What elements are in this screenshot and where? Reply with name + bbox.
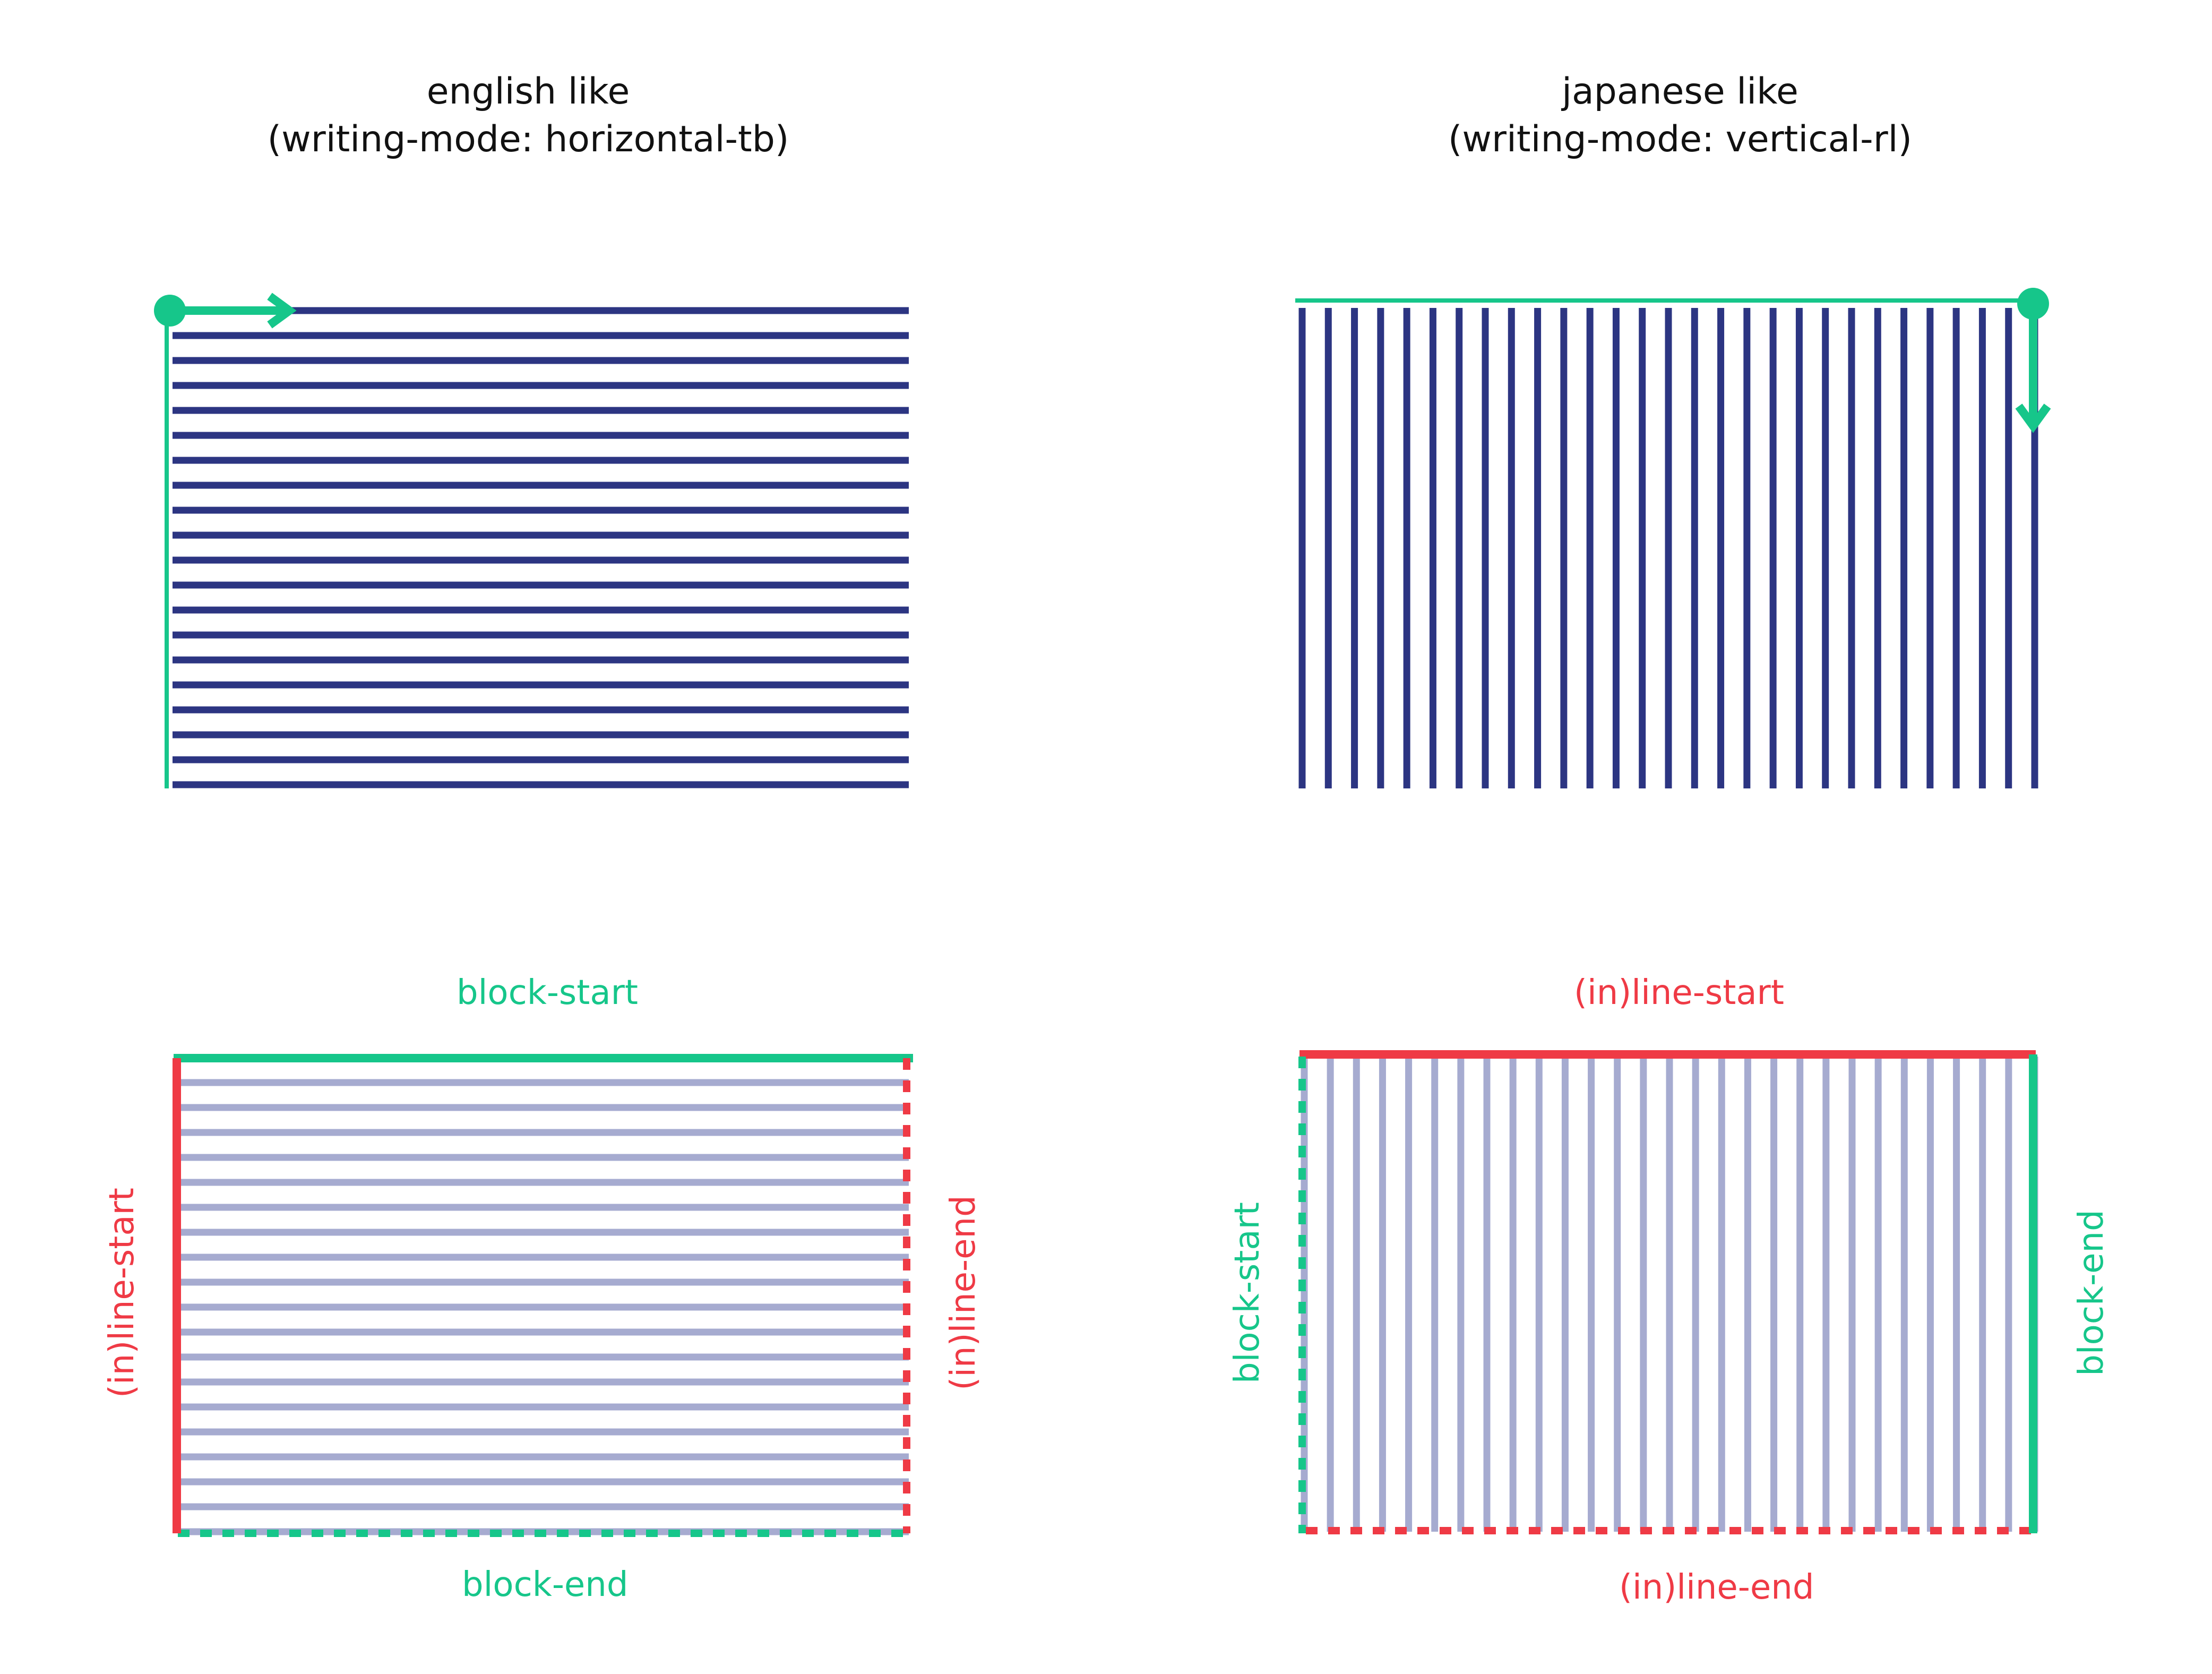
english-flow-panel [154, 293, 909, 788]
english-title-line1: english like [426, 71, 630, 113]
japanese-inline-end-label: (in)line-end [1619, 1568, 1814, 1607]
english-title-line2: (writing-mode: horizontal-tb) [267, 118, 789, 160]
japanese-logical-panel [1298, 1050, 2038, 1534]
japanese-title-line1: japanese like [1562, 71, 1798, 113]
start-dot-icon [2017, 288, 2049, 320]
english-block-start-label: block-start [457, 973, 638, 1012]
english-logical-panel [173, 1054, 913, 1537]
japanese-block-start-label: block-start [1228, 1202, 1267, 1384]
japanese-block-end-label: block-end [2072, 1209, 2111, 1376]
english-block-end-label: block-end [462, 1565, 629, 1604]
start-dot-icon [154, 295, 186, 327]
japanese-flow-panel [1295, 288, 2051, 788]
japanese-title: japanese like (writing-mode: vertical-rl… [1282, 68, 2078, 164]
english-title: english like (writing-mode: horizontal-t… [130, 68, 926, 164]
japanese-inline-start-label: (in)line-start [1574, 973, 1784, 1012]
japanese-title-line2: (writing-mode: vertical-rl) [1448, 118, 1913, 160]
english-inline-start-label: (in)line-start [102, 1188, 142, 1398]
arrow-right-icon [267, 293, 297, 329]
english-inline-end-label: (in)line-end [944, 1195, 983, 1390]
arrow-down-icon [2015, 404, 2051, 433]
